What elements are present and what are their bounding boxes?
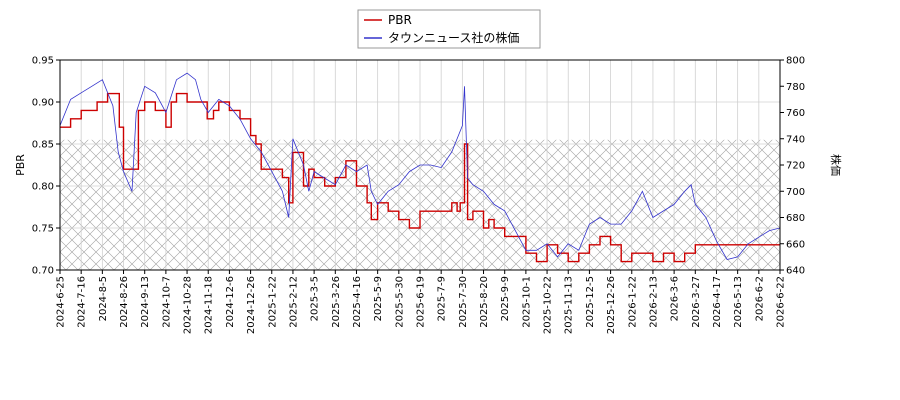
x-tick-label: 2024-9-13 bbox=[140, 276, 151, 328]
x-tick-label: 2025-7-30 bbox=[458, 276, 469, 328]
legend-box bbox=[357, 9, 541, 49]
x-tick-label: 2024-7-16 bbox=[77, 276, 88, 328]
x-tick-label: 2025-11-13 bbox=[564, 276, 575, 334]
x-tick-label: 2026-5-13 bbox=[733, 276, 744, 328]
x-tick-label: 2024-10-28 bbox=[183, 276, 194, 334]
y-left-label: PBR bbox=[14, 154, 27, 176]
y-right-tick-label: 740 bbox=[786, 134, 805, 145]
x-tick-label: 2026-1-22 bbox=[627, 276, 638, 328]
x-tick-label: 2025-10-22 bbox=[543, 276, 554, 334]
x-tick-label: 2025-12-5 bbox=[585, 276, 596, 328]
legend: PBR タウンニュース社の株価 bbox=[357, 9, 541, 49]
x-tick-label: 2024-12-26 bbox=[246, 276, 257, 334]
y-left-tick-label: 0.95 bbox=[32, 56, 54, 67]
y-left-tick-label: 0.90 bbox=[32, 98, 54, 109]
y-right-tick-label: 660 bbox=[786, 239, 805, 250]
y-right-tick-label: 720 bbox=[786, 161, 805, 172]
y-right-tick-label: 680 bbox=[786, 213, 805, 224]
x-tick-label: 2026-3-6 bbox=[670, 276, 681, 321]
x-tick-label: 2025-6-19 bbox=[416, 276, 427, 328]
x-tick-label: 2025-10-1 bbox=[521, 276, 532, 328]
legend-entry-price: タウンニュース社の株価 bbox=[388, 30, 519, 45]
x-tick-label: 2025-4-16 bbox=[352, 276, 363, 328]
series-line-pbr bbox=[60, 92, 780, 263]
x-tick-label: 2025-2-12 bbox=[288, 276, 299, 328]
y-left-tick-label: 0.70 bbox=[32, 266, 54, 277]
x-tick-label: 2026-2-13 bbox=[648, 276, 659, 328]
x-tick-label: 2024-8-5 bbox=[98, 276, 109, 321]
x-tick-label: 2026-6-2 bbox=[754, 276, 765, 321]
x-tick-label: 2024-6-25 bbox=[56, 276, 67, 328]
y-right-tick-label: 800 bbox=[786, 56, 805, 67]
x-tick-label: 2026-4-17 bbox=[712, 276, 723, 328]
x-tick-label: 2025-12-26 bbox=[606, 276, 617, 334]
x-tick-label: 2025-3-5 bbox=[310, 276, 321, 321]
y-left-tick-label: 0.75 bbox=[32, 224, 54, 235]
y-right-tick-label: 780 bbox=[786, 82, 805, 93]
series-group bbox=[60, 72, 780, 263]
x-tick-label: 2024-8-26 bbox=[119, 276, 130, 328]
x-tick-label: 2025-7-9 bbox=[437, 276, 448, 321]
x-tick-label: 2024-10-7 bbox=[161, 276, 172, 328]
y-axis-right: 640 660 680 700 720 740 760 780 800 bbox=[780, 56, 805, 277]
y-axis-left: 0.70 0.75 0.80 0.85 0.90 0.95 bbox=[32, 56, 60, 277]
x-axis: 2024-6-25 2024-7-16 2024-8-5 2024-8-26 2024-… bbox=[56, 270, 787, 334]
y-right-tick-label: 640 bbox=[786, 266, 805, 277]
x-tick-label: 2024-11-18 bbox=[204, 276, 215, 334]
x-tick-label: 2025-5-30 bbox=[394, 276, 405, 328]
x-tick-label: 2025-5-9 bbox=[373, 276, 384, 321]
y-left-tick-label: 0.85 bbox=[32, 140, 54, 151]
y-left-tick-label: 0.80 bbox=[32, 182, 54, 193]
x-tick-label: 2026-6-22 bbox=[776, 276, 787, 328]
x-tick-label: 2025-1-22 bbox=[267, 276, 278, 328]
series-line-price bbox=[60, 72, 780, 260]
x-tick-label: 2025-3-26 bbox=[331, 276, 342, 328]
y-right-tick-label: 700 bbox=[786, 187, 805, 198]
x-tick-label: 2025-8-20 bbox=[479, 276, 490, 328]
y-right-tick-label: 760 bbox=[786, 108, 805, 119]
legend-entry-pbr: PBR bbox=[388, 13, 412, 27]
x-tick-label: 2024-12-6 bbox=[225, 276, 236, 328]
y-right-label: 株価 bbox=[829, 154, 843, 176]
x-tick-label: 2025-9-9 bbox=[500, 276, 511, 321]
x-tick-label: 2026-3-27 bbox=[691, 276, 702, 328]
